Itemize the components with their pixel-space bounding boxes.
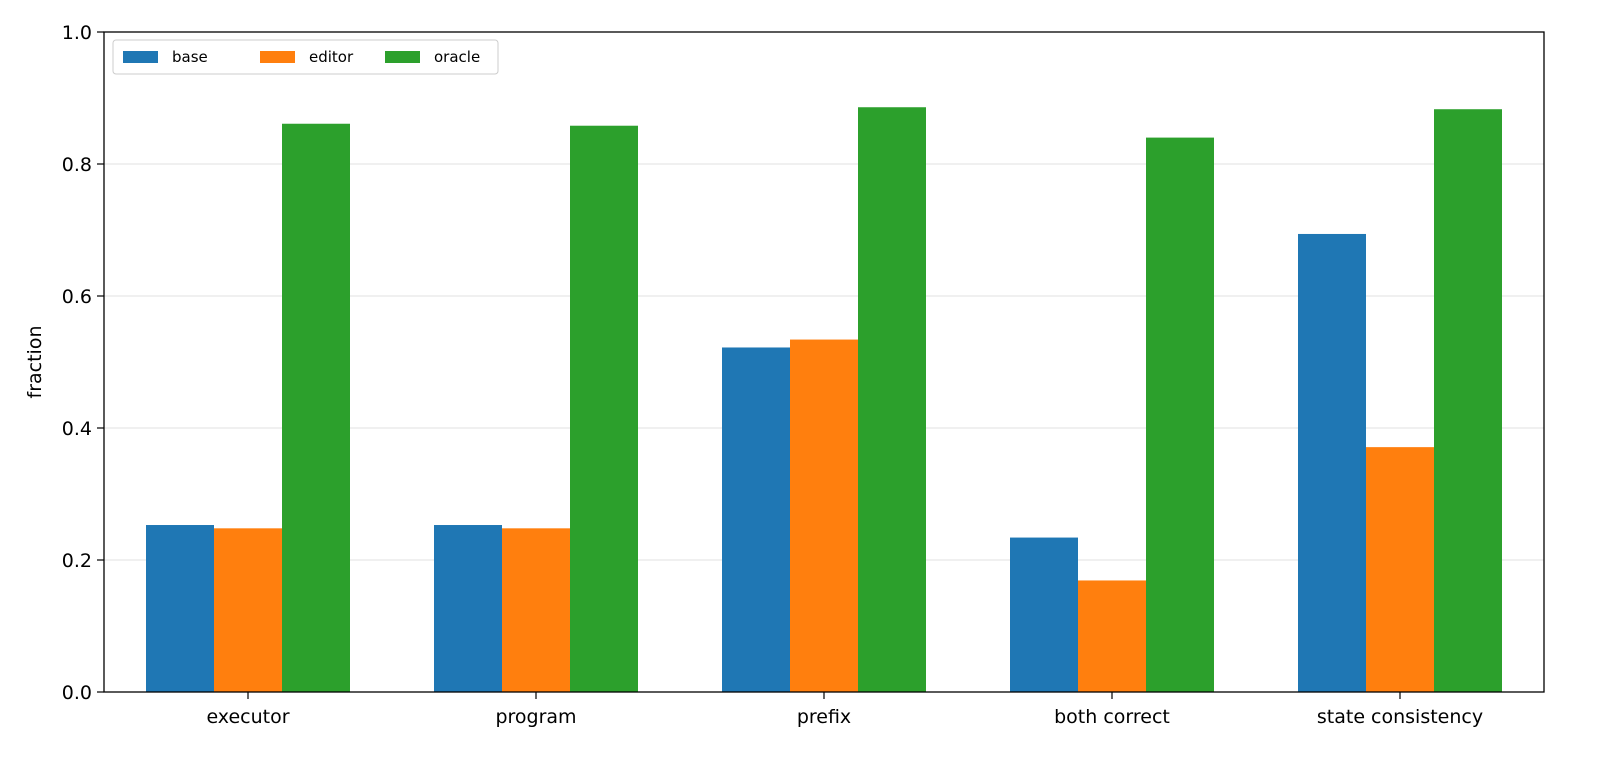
bar-oracle xyxy=(858,107,926,693)
y-axis: 0.0 0.2 0.4 0.6 0.8 1.0 xyxy=(62,22,104,704)
bar-oracle xyxy=(282,123,350,693)
bars xyxy=(146,107,1502,693)
x-tick-label: executor xyxy=(206,706,289,728)
bar-oracle xyxy=(1434,109,1502,693)
bar-editor xyxy=(214,528,282,692)
bar-oracle xyxy=(570,125,638,693)
legend-box xyxy=(112,39,499,75)
bar-base xyxy=(434,525,502,692)
x-tick-label: both correct xyxy=(1054,706,1170,728)
bar-editor xyxy=(502,528,570,692)
y-tick-label: 0.8 xyxy=(62,154,92,176)
y-tick-label: 0.0 xyxy=(62,682,92,704)
y-tick-label: 0.2 xyxy=(62,550,92,572)
bar-editor xyxy=(1366,447,1434,692)
bar-base xyxy=(1298,233,1366,692)
legend-label-base: base xyxy=(172,48,208,66)
bar-editor xyxy=(790,339,858,692)
bar-base xyxy=(722,347,790,692)
legend: base editor oracle xyxy=(112,39,499,75)
legend-label-oracle: oracle xyxy=(434,48,480,66)
legend-label-editor: editor xyxy=(309,48,354,66)
y-tick-label: 1.0 xyxy=(62,22,92,44)
bar-editor xyxy=(1078,580,1146,692)
x-tick-label: state consistency xyxy=(1317,706,1483,728)
y-tick-label: 0.6 xyxy=(62,286,92,308)
y-tick-label: 0.4 xyxy=(62,418,92,440)
legend-swatch-base xyxy=(123,51,158,63)
y-axis-label: fraction xyxy=(24,326,46,399)
x-axis: executor program prefix both correct state c… xyxy=(206,692,1483,728)
x-tick-label: prefix xyxy=(797,706,851,728)
bar-base xyxy=(146,525,214,692)
bar-base xyxy=(1010,537,1078,692)
legend-swatch-editor xyxy=(260,51,295,63)
x-tick-label: program xyxy=(495,706,576,728)
bar-oracle xyxy=(1146,137,1214,693)
legend-swatch-oracle xyxy=(385,51,420,63)
